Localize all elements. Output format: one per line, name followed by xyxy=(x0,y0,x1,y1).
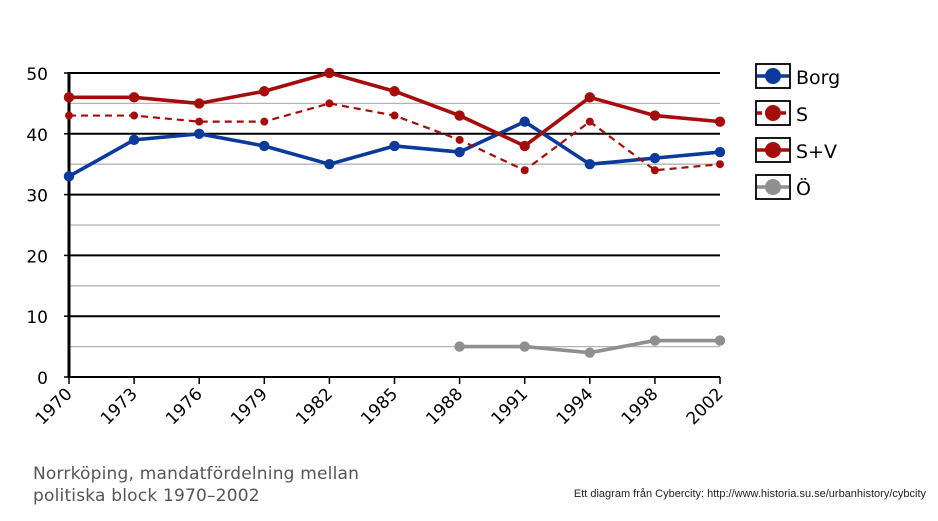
point-borg-1982 xyxy=(324,159,335,170)
axes: 0 10 20 30 40 50 1970 1973 1976 1979 1982 1985 1988 1… xyxy=(26,65,727,429)
y-tick-label-10: 10 xyxy=(26,308,48,328)
point-s-plus-v-1976 xyxy=(194,98,205,109)
point-s-plus-v-1991 xyxy=(519,140,530,152)
x-tick-label-1985: 1985 xyxy=(357,384,402,429)
point-o-1998 xyxy=(649,335,661,346)
x-tick-label-1979: 1979 xyxy=(227,384,272,429)
point-s-1973 xyxy=(130,111,139,120)
x-tick-label-1970: 1970 xyxy=(32,384,77,429)
legend-label-o: Ö xyxy=(796,177,811,200)
series-line-s-plus-v xyxy=(69,71,721,148)
chart-title-line-1: Norrköping, mandatfördelning mellan xyxy=(33,464,360,484)
point-o-2002 xyxy=(714,335,726,346)
x-tick-label-1982: 1982 xyxy=(292,384,337,429)
legend-label-s-plus-v: S+V xyxy=(796,141,837,163)
legend-swatch-marker-borg xyxy=(765,68,781,84)
y-tick-label-40: 40 xyxy=(26,126,48,146)
point-s-plus-v-1988 xyxy=(454,110,465,121)
x-tick-label-2002: 2002 xyxy=(683,384,728,429)
x-tick-label-1976: 1976 xyxy=(162,384,207,429)
point-borg-1988 xyxy=(454,146,465,158)
legend-swatch-marker-s xyxy=(765,105,781,121)
x-tick-label-1988: 1988 xyxy=(422,384,467,429)
chart-title-line-2: politiska block 1970–2002 xyxy=(33,486,260,506)
y-tick-label-30: 30 xyxy=(26,187,48,207)
point-s-plus-v-1985 xyxy=(389,86,400,97)
point-o-1991 xyxy=(519,341,530,352)
x-tick-label-1998: 1998 xyxy=(618,384,663,429)
x-tick-label-1991: 1991 xyxy=(488,384,533,429)
point-borg-1970 xyxy=(63,171,75,182)
point-borg-1976 xyxy=(194,128,205,139)
series-lines xyxy=(63,67,726,358)
legend: Borg S S+V Ö xyxy=(755,63,840,200)
point-o-1988 xyxy=(454,341,465,352)
y-tick-label-50: 50 xyxy=(26,65,48,85)
chart-credit: Ett diagram från Cybercity: http://www.h… xyxy=(573,488,926,500)
x-tick-label-1973: 1973 xyxy=(97,384,142,429)
y-tick-label-0: 0 xyxy=(37,369,48,389)
point-borg-1979 xyxy=(259,140,270,152)
point-borg-1973 xyxy=(128,134,140,146)
point-o-1994 xyxy=(584,347,595,358)
point-s-1991 xyxy=(520,166,529,175)
y-tick-label-20: 20 xyxy=(26,247,48,267)
point-s-plus-v-1982 xyxy=(324,67,335,79)
legend-swatch-marker-s-plus-v xyxy=(765,142,781,158)
point-s-1979 xyxy=(260,117,269,126)
point-s-plus-v-1970 xyxy=(63,92,75,103)
point-s-1994 xyxy=(585,117,594,126)
point-s-1988 xyxy=(455,135,464,144)
point-s-plus-v-1979 xyxy=(259,86,270,97)
legend-label-borg: Borg xyxy=(796,67,840,89)
point-s-plus-v-1973 xyxy=(128,92,140,103)
point-s-1970 xyxy=(65,111,73,120)
gridlines xyxy=(69,72,720,348)
legend-label-s: S xyxy=(796,104,808,126)
legend-swatch-marker-o xyxy=(765,179,781,195)
point-borg-1994 xyxy=(584,159,595,170)
point-borg-1998 xyxy=(649,152,661,164)
point-s-1982 xyxy=(325,99,334,108)
point-s-plus-v-2002 xyxy=(714,116,726,127)
point-borg-2002 xyxy=(714,146,726,158)
point-s-2002 xyxy=(716,160,724,169)
x-tick-label-1994: 1994 xyxy=(553,384,598,429)
point-s-plus-v-1994 xyxy=(584,92,595,103)
point-s-1985 xyxy=(390,111,399,120)
point-s-1998 xyxy=(650,166,659,175)
point-s-1976 xyxy=(195,117,204,126)
point-borg-1991 xyxy=(519,116,530,127)
point-s-plus-v-1998 xyxy=(649,110,661,121)
chart-title: Norrköping, mandatfördelning mellan poli… xyxy=(33,463,453,507)
point-borg-1985 xyxy=(389,140,400,152)
